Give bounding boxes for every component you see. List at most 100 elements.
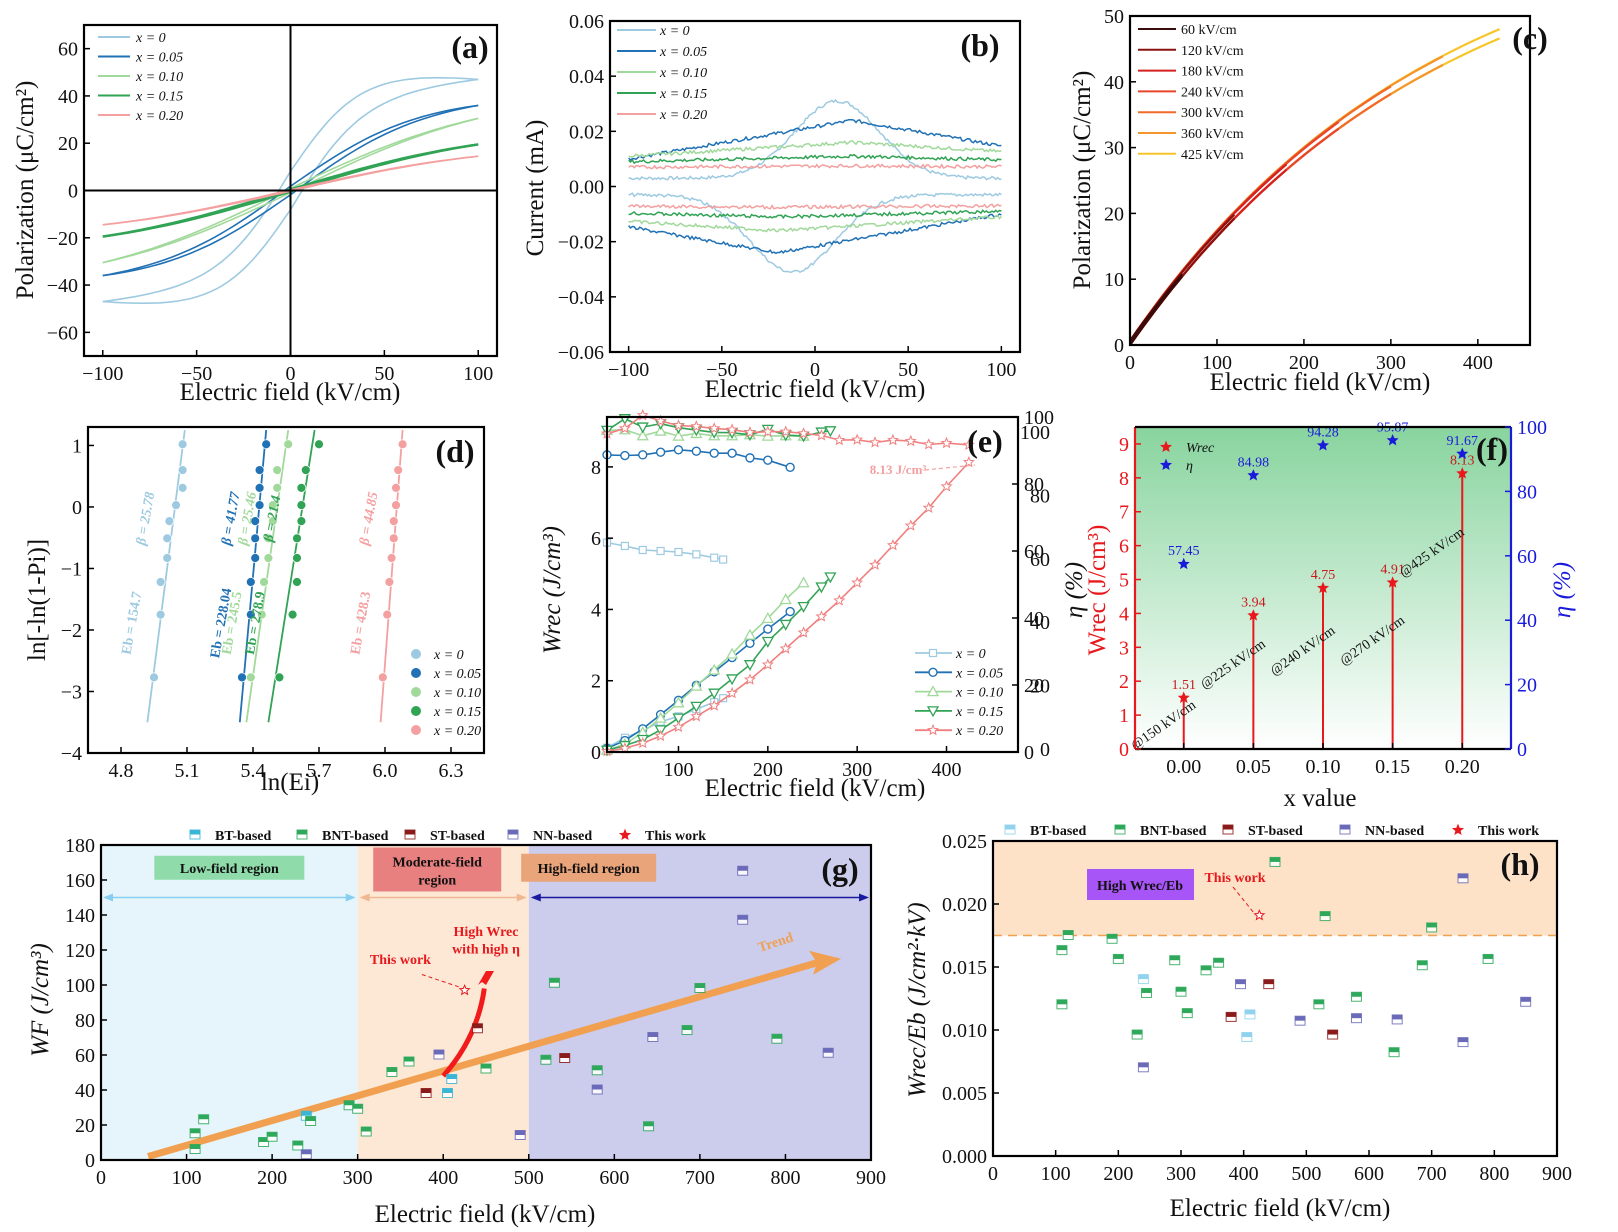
data-point	[1137, 974, 1149, 985]
marker-fill	[1389, 1047, 1400, 1053]
marker-fill	[198, 1114, 209, 1120]
marker-fill	[682, 1025, 693, 1030]
marker-fill	[1458, 1037, 1468, 1043]
data-point	[647, 1032, 659, 1042]
region-tag-label: Moderate-field	[393, 856, 483, 871]
x-axis-label: Electric field (kV/cm)	[705, 775, 926, 802]
x-tick-label: 700	[685, 1167, 715, 1189]
wrec-point	[1456, 467, 1469, 479]
data-point	[283, 439, 294, 450]
marker-fill	[1141, 988, 1152, 993]
y-tick-label: 8	[591, 457, 601, 479]
data-point	[1350, 1013, 1362, 1024]
data-point	[654, 729, 667, 742]
data-point	[540, 1054, 552, 1065]
legend-label: x = 0.20	[433, 724, 481, 739]
outer-y-tick-label: 40	[1030, 612, 1050, 634]
marker-fill	[1458, 873, 1468, 879]
data-point	[1062, 930, 1074, 940]
data-point	[761, 425, 774, 437]
pe-loop-branch	[1129, 63, 1444, 346]
data-point	[388, 516, 399, 527]
eb-annotation: Eb = 428.3	[348, 591, 374, 656]
data-point	[259, 577, 269, 587]
data-point	[1106, 933, 1118, 944]
x-tick-label: 500	[1291, 1163, 1321, 1185]
series-0	[602, 538, 728, 752]
y-tick-label: 40	[58, 86, 78, 108]
pe-loop-branch	[1129, 217, 1236, 346]
data-point	[654, 711, 667, 723]
y-tick-label: 0	[1024, 742, 1034, 764]
x-tick-label: 400	[428, 1167, 458, 1189]
data-point	[514, 1130, 526, 1140]
legend-label: x = 0	[135, 31, 166, 46]
x-tick-label: 400	[1463, 352, 1493, 374]
y-tick-label: 0	[1517, 739, 1527, 761]
data-point	[690, 420, 703, 432]
data-point	[254, 465, 265, 475]
pe-loop-branch	[1129, 85, 1392, 342]
data-point	[771, 1033, 783, 1044]
marker-fill	[1169, 955, 1180, 961]
x-tick-label: 200	[1289, 352, 1319, 374]
plot-frame	[99, 843, 873, 1162]
data-point	[300, 1149, 312, 1160]
x-tick-label: 800	[770, 1167, 800, 1189]
data-point	[1269, 856, 1281, 867]
marker-fill	[352, 1104, 363, 1109]
data-point	[189, 1144, 201, 1154]
marker-fill	[344, 1100, 355, 1106]
data-point	[352, 1103, 364, 1114]
marker-fill	[1226, 1012, 1237, 1017]
annotation-pointer	[1232, 886, 1255, 914]
data-point	[708, 699, 721, 711]
y-tick-label: −3	[61, 681, 82, 703]
y-tick-label: 2	[591, 671, 601, 693]
value-annotation: 8.13 J/cm³	[870, 462, 927, 477]
annotation-this-work: This work	[1204, 871, 1265, 886]
panel-label: (h)	[1500, 846, 1539, 882]
marker-fill	[301, 1149, 312, 1155]
data-point	[962, 456, 975, 468]
x-tick-label: 5.4	[241, 760, 266, 782]
data-point	[1225, 1011, 1237, 1022]
y-tick-label: 50	[1104, 6, 1124, 28]
legend-marker	[1004, 824, 1016, 835]
data-point	[690, 679, 703, 691]
marker-fill	[1113, 954, 1124, 959]
x-tick-label: 100	[172, 1167, 202, 1189]
data-point	[725, 647, 739, 659]
marker-fill	[1005, 825, 1015, 830]
y-axis-label: Wrec (J/cm³)	[539, 526, 566, 654]
legend-marker	[1159, 440, 1173, 453]
series-4	[628, 163, 1002, 210]
marker-fill	[1056, 945, 1067, 951]
y-axis-label: η (%)	[1549, 562, 1576, 618]
y-tick-label: 100	[65, 975, 95, 997]
data-point	[779, 619, 792, 631]
data-point	[393, 465, 404, 475]
wrec-value-label: 4.75	[1311, 568, 1336, 583]
eb-annotation: Eb = 154.7	[120, 591, 146, 656]
series-1	[1056, 856, 1494, 1058]
marker-fill	[305, 1116, 316, 1121]
data-point	[250, 533, 261, 544]
marker-fill	[1235, 979, 1246, 985]
panel-label: (d)	[435, 433, 474, 469]
plot-frame	[1128, 14, 1532, 347]
y-tick-label: 40	[75, 1080, 95, 1102]
data-point	[245, 609, 256, 620]
annotation-arrow	[924, 464, 976, 471]
data-point	[1388, 1047, 1400, 1058]
y-tick-label: −20	[47, 228, 78, 250]
legend-label: x = 0.10	[135, 70, 183, 85]
data-point	[1241, 1032, 1253, 1043]
legend-marker	[404, 829, 416, 840]
marker-fill	[549, 978, 560, 983]
data-point	[797, 576, 810, 588]
x-axis-label: Electric field (kV/cm)	[375, 1201, 596, 1228]
data-point	[761, 612, 774, 624]
panel-b: −100 −50 0 50 100 −0.06 −0.04 −0.02 0.00 0.02 0.04…	[522, 11, 1022, 403]
data-point	[274, 672, 285, 683]
